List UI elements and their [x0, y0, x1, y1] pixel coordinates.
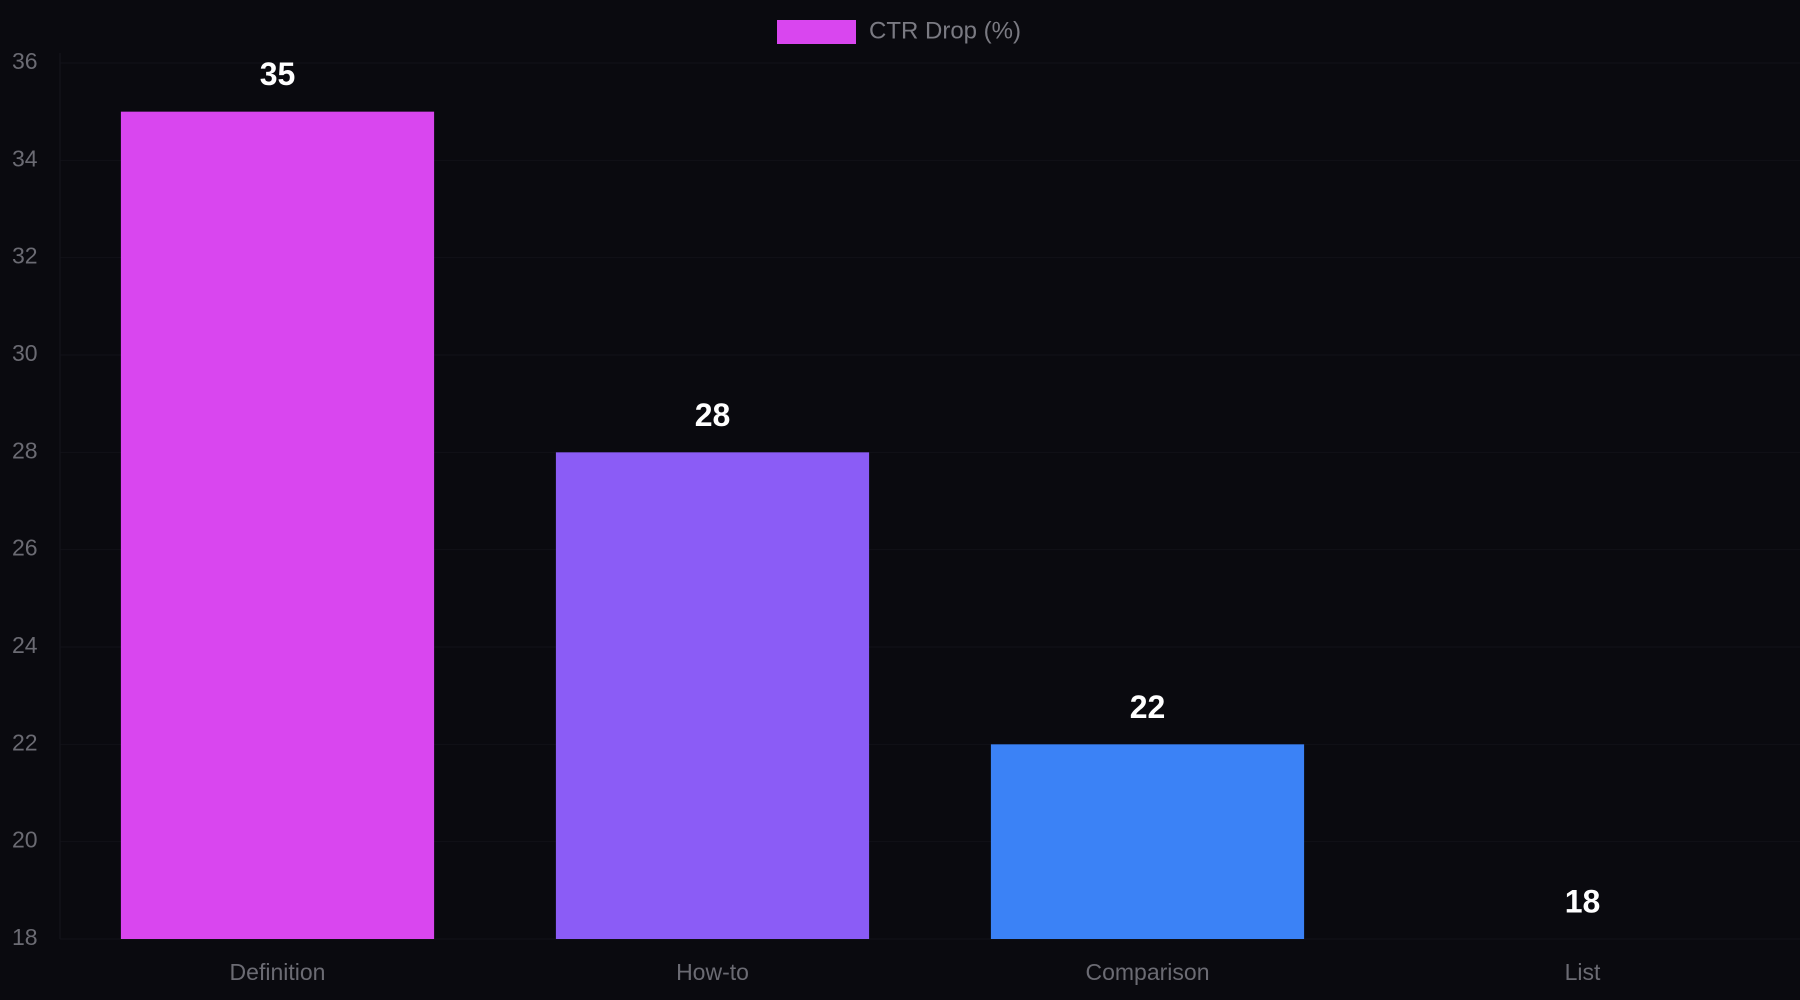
- y-tick-label: 22: [12, 729, 38, 755]
- x-tick-label: List: [1565, 959, 1601, 985]
- y-tick-label: 20: [12, 827, 38, 853]
- bar: [120, 111, 435, 939]
- y-tick-label: 24: [12, 632, 38, 658]
- x-tick-label: Comparison: [1086, 959, 1210, 985]
- x-tick-label: How-to: [676, 959, 749, 985]
- y-tick-label: 28: [12, 437, 38, 463]
- bar: [555, 452, 870, 939]
- y-tick-label: 18: [12, 924, 38, 950]
- x-tick-label: Definition: [230, 959, 326, 985]
- y-tick-label: 34: [12, 145, 38, 171]
- y-tick-label: 32: [12, 243, 38, 269]
- y-tick-label: 26: [12, 535, 38, 561]
- value-label: 28: [695, 397, 731, 433]
- value-label: 22: [1130, 689, 1166, 725]
- value-label: 18: [1565, 883, 1601, 919]
- bar: [990, 744, 1305, 939]
- legend-label: CTR Drop (%): [869, 17, 1021, 44]
- value-label: 35: [260, 56, 296, 92]
- y-tick-label: 36: [12, 48, 38, 74]
- y-tick-label: 30: [12, 340, 38, 366]
- legend-swatch: [777, 20, 856, 44]
